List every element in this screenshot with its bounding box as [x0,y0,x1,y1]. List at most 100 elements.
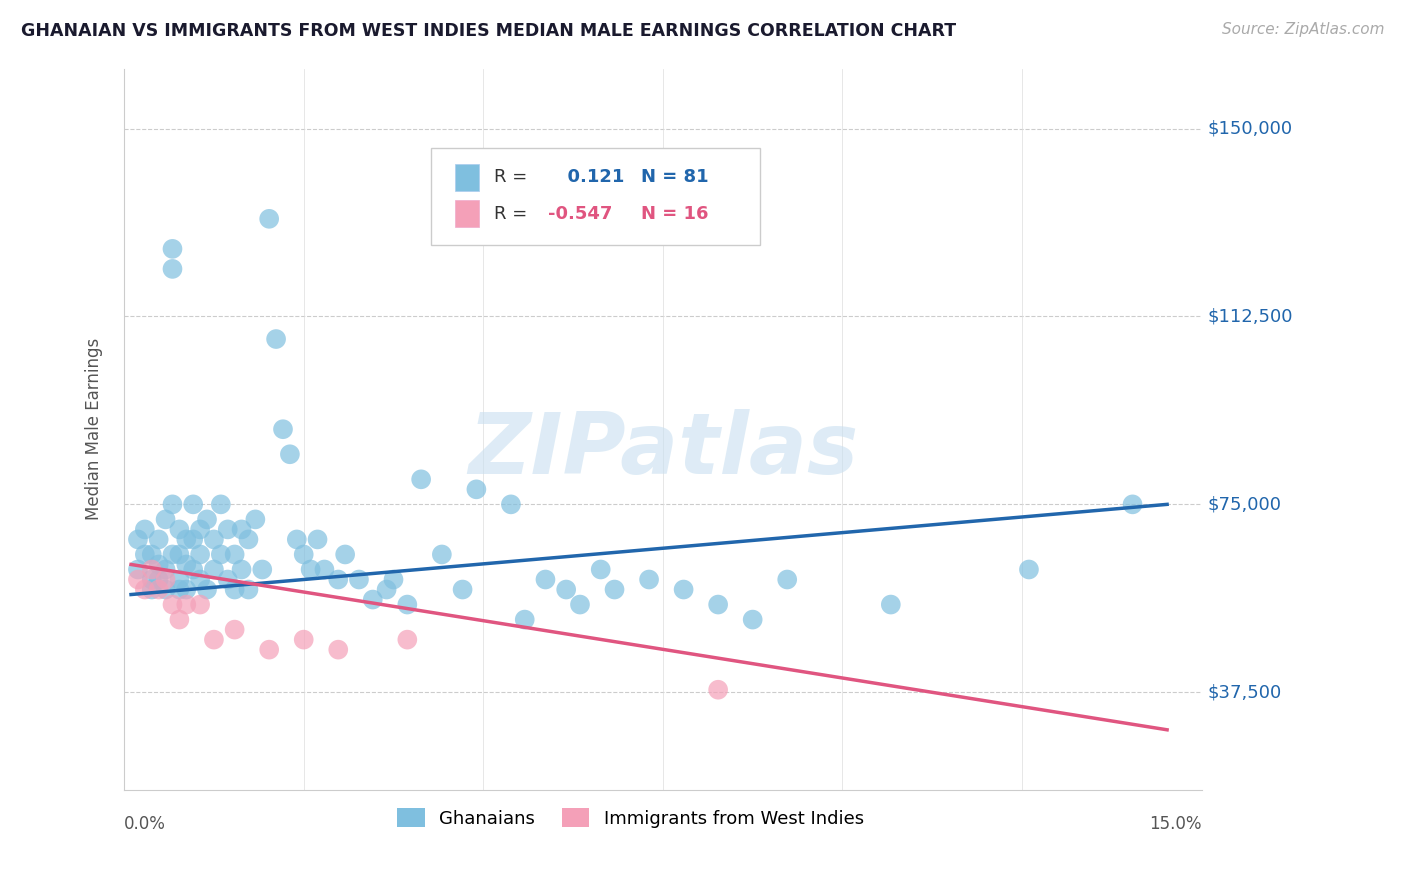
Point [155,512,177,526]
Point [534,573,557,587]
Point [141,562,163,576]
Point [278,447,301,461]
Point [499,497,522,511]
Point [195,512,218,526]
Point [555,582,578,597]
Point [396,598,419,612]
Point [347,573,370,587]
Point [209,497,232,511]
Point [589,562,612,576]
FancyBboxPatch shape [456,200,478,227]
Text: $75,000: $75,000 [1206,495,1281,514]
Point [264,332,287,346]
Text: ZIPatlas: ZIPatlas [468,409,858,492]
Point [162,548,184,562]
Point [257,211,280,226]
Text: 0.0%: 0.0% [124,815,166,833]
Point [169,523,191,537]
Point [333,548,356,562]
Point [217,573,239,587]
Text: $37,500: $37,500 [1206,683,1281,701]
Point [209,548,232,562]
FancyBboxPatch shape [456,164,478,191]
Point [155,573,177,587]
Point [328,573,350,587]
Point [252,562,274,576]
Point [188,598,211,612]
Point [707,598,730,612]
Point [134,582,156,597]
Text: 0.121: 0.121 [555,169,624,186]
Point [148,582,170,597]
Point [195,582,218,597]
Text: $150,000: $150,000 [1206,120,1292,137]
Legend: Ghanaians, Immigrants from West Indies: Ghanaians, Immigrants from West Indies [391,801,870,835]
Point [238,582,260,597]
Point [127,573,149,587]
Point [127,562,149,576]
Point [451,582,474,597]
Text: 15.0%: 15.0% [1149,815,1202,833]
Point [176,582,198,597]
Point [257,642,280,657]
Text: N = 16: N = 16 [641,204,709,222]
Point [430,548,453,562]
Point [707,682,730,697]
Text: Source: ZipAtlas.com: Source: ZipAtlas.com [1222,22,1385,37]
Point [202,562,225,576]
Point [1018,562,1040,576]
Point [162,242,184,256]
Point [134,548,156,562]
Point [224,548,246,562]
Point [188,573,211,587]
Point [238,533,260,547]
Point [292,632,315,647]
Y-axis label: Median Male Earnings: Median Male Earnings [86,338,103,520]
Point [181,533,204,547]
Point [127,533,149,547]
Point [188,523,211,537]
Point [176,533,198,547]
Point [169,573,191,587]
Point [382,573,405,587]
Point [148,558,170,572]
Point [375,582,398,597]
Point [672,582,695,597]
Point [181,562,204,576]
Point [141,582,163,597]
Point [513,613,536,627]
Point [155,582,177,597]
Point [148,573,170,587]
Point [224,623,246,637]
Text: -0.547: -0.547 [547,204,612,222]
Text: R =: R = [494,169,527,186]
Point [1122,497,1144,511]
Point [141,548,163,562]
Point [188,548,211,562]
Point [202,533,225,547]
Point [176,558,198,572]
FancyBboxPatch shape [432,148,759,245]
Text: N = 81: N = 81 [641,169,709,186]
Point [231,523,253,537]
Point [162,598,184,612]
Point [396,632,419,647]
Point [741,613,763,627]
Point [328,642,350,657]
Point [880,598,903,612]
Point [569,598,592,612]
Point [292,548,315,562]
Point [224,582,246,597]
Point [169,548,191,562]
Point [603,582,626,597]
Point [299,562,322,576]
Point [307,533,329,547]
Point [361,592,384,607]
Point [411,472,433,486]
Point [285,533,308,547]
Point [141,573,163,587]
Point [181,497,204,511]
Text: GHANAIAN VS IMMIGRANTS FROM WEST INDIES MEDIAN MALE EARNINGS CORRELATION CHART: GHANAIAN VS IMMIGRANTS FROM WEST INDIES … [21,22,956,40]
Point [271,422,294,436]
Point [176,598,198,612]
